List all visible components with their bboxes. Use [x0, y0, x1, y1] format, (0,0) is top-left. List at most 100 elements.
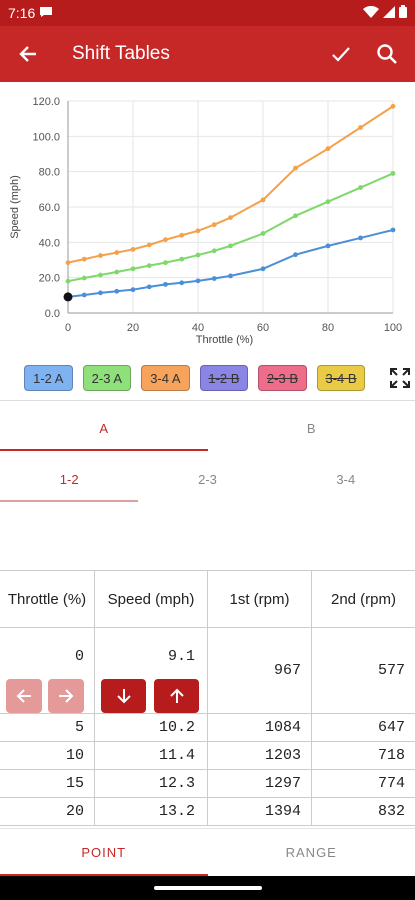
data-point [228, 273, 233, 279]
y-tick-label: 120.0 [32, 96, 60, 108]
data-point [325, 199, 331, 205]
speed-cell-editor: 9.1 [95, 628, 208, 713]
tab-a[interactable]: A [99, 420, 109, 436]
y-tick-label: 40.0 [39, 237, 60, 249]
data-point [179, 280, 185, 286]
data-point [163, 281, 168, 287]
header-rpm1: 1st (rpm) [208, 571, 312, 627]
x-tick-label: 60 [257, 322, 269, 334]
chart-svg[interactable]: 0.0 20.0 40.0 60.0 80.0 100.0 120.0 0 20 40 60 80 10… [0, 88, 415, 360]
throttle-cell: 10 [0, 742, 95, 769]
arrow-down-icon [116, 689, 131, 704]
speed-cell: 12.3 [95, 770, 208, 797]
y-tick-label: 60.0 [39, 202, 60, 214]
series-line-2-3-a [67, 172, 394, 283]
selected-point[interactable] [63, 292, 73, 302]
rpm1-cell: 1394 [208, 798, 312, 825]
arrow-left-icon [16, 689, 31, 703]
data-point [260, 266, 266, 272]
status-bar: 7:16 [0, 0, 415, 26]
data-point [260, 197, 266, 203]
header-speed: Speed (mph) [95, 571, 208, 627]
page-title: Shift Tables [72, 43, 170, 64]
speed-cell: 13.2 [95, 798, 208, 825]
throttle-left-button[interactable] [6, 679, 42, 713]
data-point [358, 185, 363, 190]
arrow-right-icon [59, 689, 74, 703]
data-point [98, 253, 103, 258]
throttle-cell-editor: 0 [0, 628, 95, 713]
data-point [81, 275, 87, 281]
data-point [98, 290, 103, 296]
tab-3-4[interactable]: 3-4 [336, 471, 356, 487]
table-top-border [0, 570, 415, 571]
throttle-value[interactable]: 0 [74, 647, 84, 665]
table-row-selected[interactable]: 0 9.1 [0, 628, 415, 714]
data-point [114, 250, 120, 255]
legend: 1-2 A 2-3 A 3-4 A 1-2 B 2-3 B 3-4 B [0, 360, 415, 396]
table-row[interactable]: 15 12.3 1297 774 [0, 770, 415, 798]
tab-b[interactable]: B [306, 420, 316, 436]
x-tick-label: 0 [65, 322, 71, 334]
system-nav-bar [0, 876, 415, 900]
tab-point[interactable]: POINT [81, 844, 127, 860]
fullscreen-icon [390, 368, 411, 388]
x-tick-label: 40 [192, 322, 204, 334]
series-line-3-4-a [67, 105, 394, 264]
data-point [130, 266, 136, 272]
speed-up-button[interactable] [154, 679, 199, 713]
data-point [179, 256, 185, 262]
legend-chip-1-2-b[interactable]: 1-2 B [199, 365, 249, 391]
y-tick-label: 100.0 [32, 131, 60, 143]
status-time: 7:16 [8, 5, 36, 21]
search-button[interactable] [371, 38, 403, 70]
data-point [228, 243, 233, 249]
data-point [179, 232, 185, 238]
table-row[interactable]: 20 13.2 1394 832 [0, 798, 415, 826]
data-point [325, 146, 331, 152]
rpm2-cell: 647 [377, 719, 405, 736]
data-point [195, 278, 201, 284]
speed-value[interactable]: 9.1 [167, 647, 195, 665]
confirm-button[interactable] [325, 38, 357, 70]
tab-2-3[interactable]: 2-3 [198, 471, 217, 487]
app-bar: Shift Tables [0, 26, 415, 82]
legend-chip-2-3-a[interactable]: 2-3 A [82, 365, 132, 391]
tab-1-2[interactable]: 1-2 [59, 471, 79, 487]
tab-1-2-indicator [0, 500, 138, 502]
data-point [130, 247, 136, 252]
data-point [390, 227, 396, 233]
data-point [211, 248, 217, 254]
speed-cell: 11.4 [95, 742, 208, 769]
tab-range[interactable]: RANGE [285, 844, 337, 860]
back-button[interactable] [12, 38, 44, 70]
data-point [293, 213, 298, 219]
data-point [293, 165, 298, 171]
shift-chart[interactable]: 0.0 20.0 40.0 60.0 80.0 100.0 120.0 0 20 40 60 80 10… [0, 88, 415, 360]
legend-chip-3-4-b[interactable]: 3-4 B [316, 365, 366, 391]
data-point [390, 103, 396, 109]
rpm2-cell: 774 [377, 775, 405, 792]
expand-chart-button[interactable] [385, 363, 415, 393]
home-handle[interactable] [154, 886, 262, 890]
battery-icon [399, 5, 407, 21]
x-tick-label: 100 [384, 322, 402, 334]
table-row[interactable]: 10 11.4 1203 718 [0, 742, 415, 770]
legend-chip-3-4-a[interactable]: 3-4 A [141, 365, 190, 391]
data-point [98, 272, 103, 278]
y-tick-label: 0.0 [45, 308, 60, 320]
x-tick-label: 20 [127, 322, 139, 334]
series-line-1-2-a [67, 228, 394, 298]
search-icon [377, 44, 397, 64]
data-point [114, 288, 120, 294]
rpm1-cell: 967 [208, 628, 312, 713]
throttle-right-button[interactable] [48, 679, 84, 713]
speed-down-button[interactable] [101, 679, 146, 713]
x-axis-label: Throttle (%) [196, 334, 253, 346]
legend-chip-1-2-a[interactable]: 1-2 A [24, 365, 73, 391]
data-point [81, 256, 87, 262]
table-row[interactable]: 5 10.2 1084 647 [0, 714, 415, 742]
throttle-cell: 15 [0, 770, 95, 797]
legend-chip-2-3-b[interactable]: 2-3 B [258, 365, 307, 391]
chat-notification-icon [39, 5, 53, 21]
